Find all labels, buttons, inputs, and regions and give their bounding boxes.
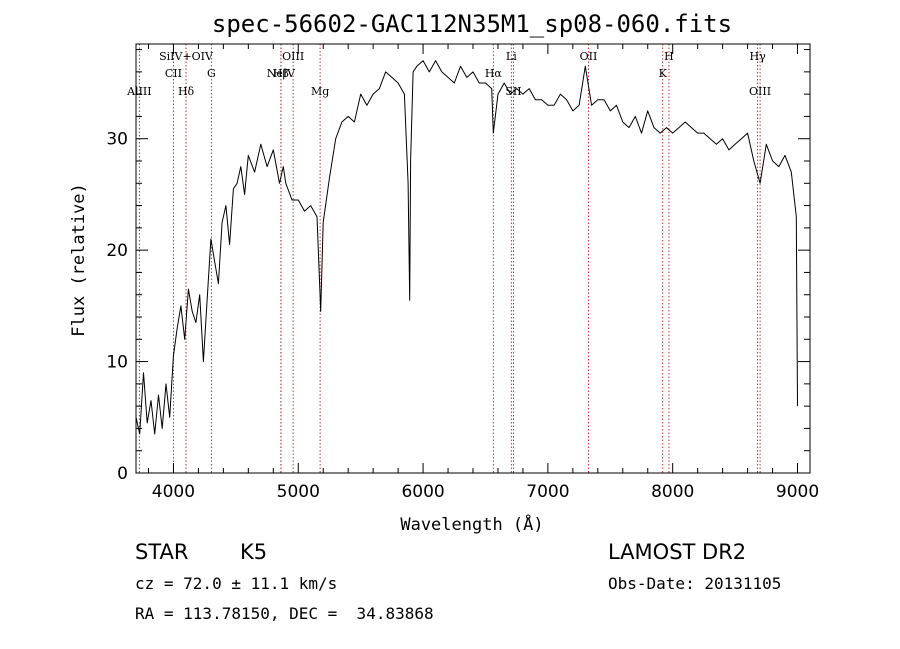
x-tick-label-5: 9000 [776, 482, 819, 502]
line-label-16: OIII [749, 85, 771, 98]
line-label-6: Hβ [273, 67, 289, 80]
line-label-1: CII [165, 67, 182, 80]
ra-dec-coordinates: RA = 113.78150, DEC = 34.83868 [135, 604, 434, 623]
x-tick-label-3: 7000 [526, 482, 569, 502]
y-tick-label-1: 10 [106, 353, 128, 373]
survey-name: LAMOST DR2 [608, 540, 747, 564]
spectral-line-markers [138, 44, 761, 473]
y-tick-label-0: 0 [117, 464, 128, 484]
x-axis-label: Wavelength (Å) [400, 513, 543, 535]
x-tick-label-4: 8000 [651, 482, 694, 502]
chart-title: spec-56602-GAC112N35M1_sp08-060.fits [212, 10, 732, 38]
y-tick-label-3: 30 [106, 130, 128, 150]
axis-ticks: 4000 5000 6000 7000 8000 9000 0 10 20 30 [106, 44, 819, 502]
line-label-12: OII [580, 50, 598, 63]
line-label-8: Mg [311, 85, 329, 98]
line-label-10: Li [506, 50, 517, 63]
x-tick-label-2: 6000 [401, 482, 444, 502]
flux-series-line [135, 60, 798, 435]
line-label-11: SII [505, 85, 521, 98]
x-tick-label-1: 5000 [277, 482, 320, 502]
observation-date: Obs-Date: 20131105 [608, 574, 782, 593]
plot-frame [135, 43, 811, 474]
line-label-7: OIII [282, 50, 304, 63]
line-label-14: H [664, 50, 674, 63]
line-label-9: Hα [485, 67, 503, 80]
line-label-2: SiIV+OIV [159, 50, 214, 63]
line-label-13: K [659, 67, 668, 80]
object-subclass: K5 [240, 540, 268, 564]
y-axis-label: Flux (relative) [69, 183, 89, 337]
line-label-15: Hγ [749, 50, 766, 63]
line-label-5: NeIV [267, 67, 296, 80]
y-tick-label-2: 20 [106, 241, 128, 261]
line-label-3: Hδ [178, 85, 195, 98]
line-label-0: AlIII [126, 85, 152, 98]
object-class: STAR [135, 540, 189, 564]
line-label-4: G [207, 67, 216, 80]
x-tick-label-0: 4000 [152, 482, 195, 502]
redshift-cz: cz = 72.0 ± 11.1 km/s [135, 574, 338, 593]
